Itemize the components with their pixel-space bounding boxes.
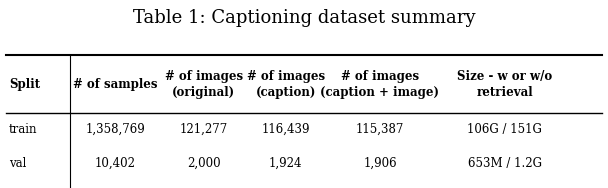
Text: train: train — [9, 123, 38, 136]
Text: val: val — [9, 157, 27, 170]
Text: 1,924: 1,924 — [269, 157, 303, 170]
Text: # of images
(caption + image): # of images (caption + image) — [320, 70, 440, 99]
Text: 1,358,769: 1,358,769 — [86, 123, 145, 136]
Text: Table 1: Captioning dataset summary: Table 1: Captioning dataset summary — [133, 9, 475, 27]
Text: 10,402: 10,402 — [95, 157, 136, 170]
Text: # of images
(caption): # of images (caption) — [247, 70, 325, 99]
Text: Split: Split — [9, 78, 40, 91]
Text: 121,277: 121,277 — [179, 123, 228, 136]
Text: 2,000: 2,000 — [187, 157, 221, 170]
Text: 116,439: 116,439 — [261, 123, 310, 136]
Text: # of samples: # of samples — [74, 78, 157, 91]
Text: 653M / 1.2G: 653M / 1.2G — [468, 157, 542, 170]
Text: 115,387: 115,387 — [356, 123, 404, 136]
Text: 1,906: 1,906 — [363, 157, 397, 170]
Text: 106G / 151G: 106G / 151G — [467, 123, 542, 136]
Text: Size - w or w/o
retrieval: Size - w or w/o retrieval — [457, 70, 552, 99]
Text: # of images
(original): # of images (original) — [165, 70, 243, 99]
